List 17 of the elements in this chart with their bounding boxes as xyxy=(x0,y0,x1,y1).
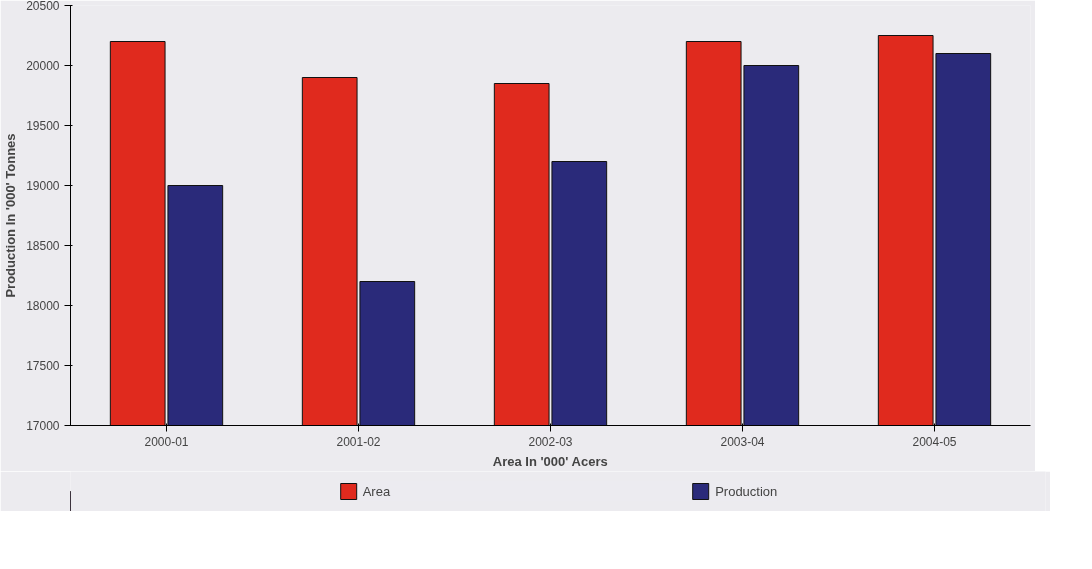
y-tick-label: 17000 xyxy=(26,419,60,433)
legend-label: Area xyxy=(362,483,391,499)
x-tick-label: 2004-05 xyxy=(912,434,957,449)
y-tick-label: 17500 xyxy=(26,359,60,373)
y-tick-label: 19500 xyxy=(26,119,60,133)
x-tick-label: 2001-02 xyxy=(336,434,381,449)
y-axis-title: Production In '000' Tonnes xyxy=(3,133,19,298)
legend-label: Production xyxy=(715,483,778,499)
y-tick-label: 20500 xyxy=(26,0,60,13)
y-tick-label: 18500 xyxy=(26,239,60,253)
y-tick-label: 18000 xyxy=(26,299,60,313)
x-tick-label: 2002-03 xyxy=(528,434,573,449)
x-tick-label: 2000-01 xyxy=(144,434,189,449)
x-axis-title: Area In '000' Acers xyxy=(492,453,608,469)
y-tick-label: 19000 xyxy=(26,179,60,193)
x-tick-label: 2003-04 xyxy=(720,434,765,449)
y-tick-label: 20000 xyxy=(26,59,60,73)
